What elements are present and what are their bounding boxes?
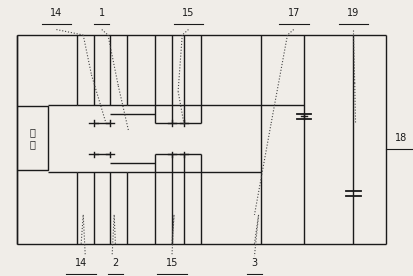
Text: 18: 18	[394, 133, 406, 143]
Text: 19: 19	[347, 8, 359, 18]
Text: 15: 15	[165, 258, 178, 268]
Text: 3: 3	[251, 258, 257, 268]
Text: 14: 14	[50, 8, 62, 18]
Bar	[17, 107, 48, 169]
Text: 1: 1	[98, 8, 104, 18]
Text: 负
载: 负 载	[30, 127, 36, 149]
Text: 17: 17	[287, 8, 299, 18]
Text: 15: 15	[182, 8, 194, 18]
Text: 2: 2	[112, 258, 118, 268]
Text: 14: 14	[75, 258, 87, 268]
